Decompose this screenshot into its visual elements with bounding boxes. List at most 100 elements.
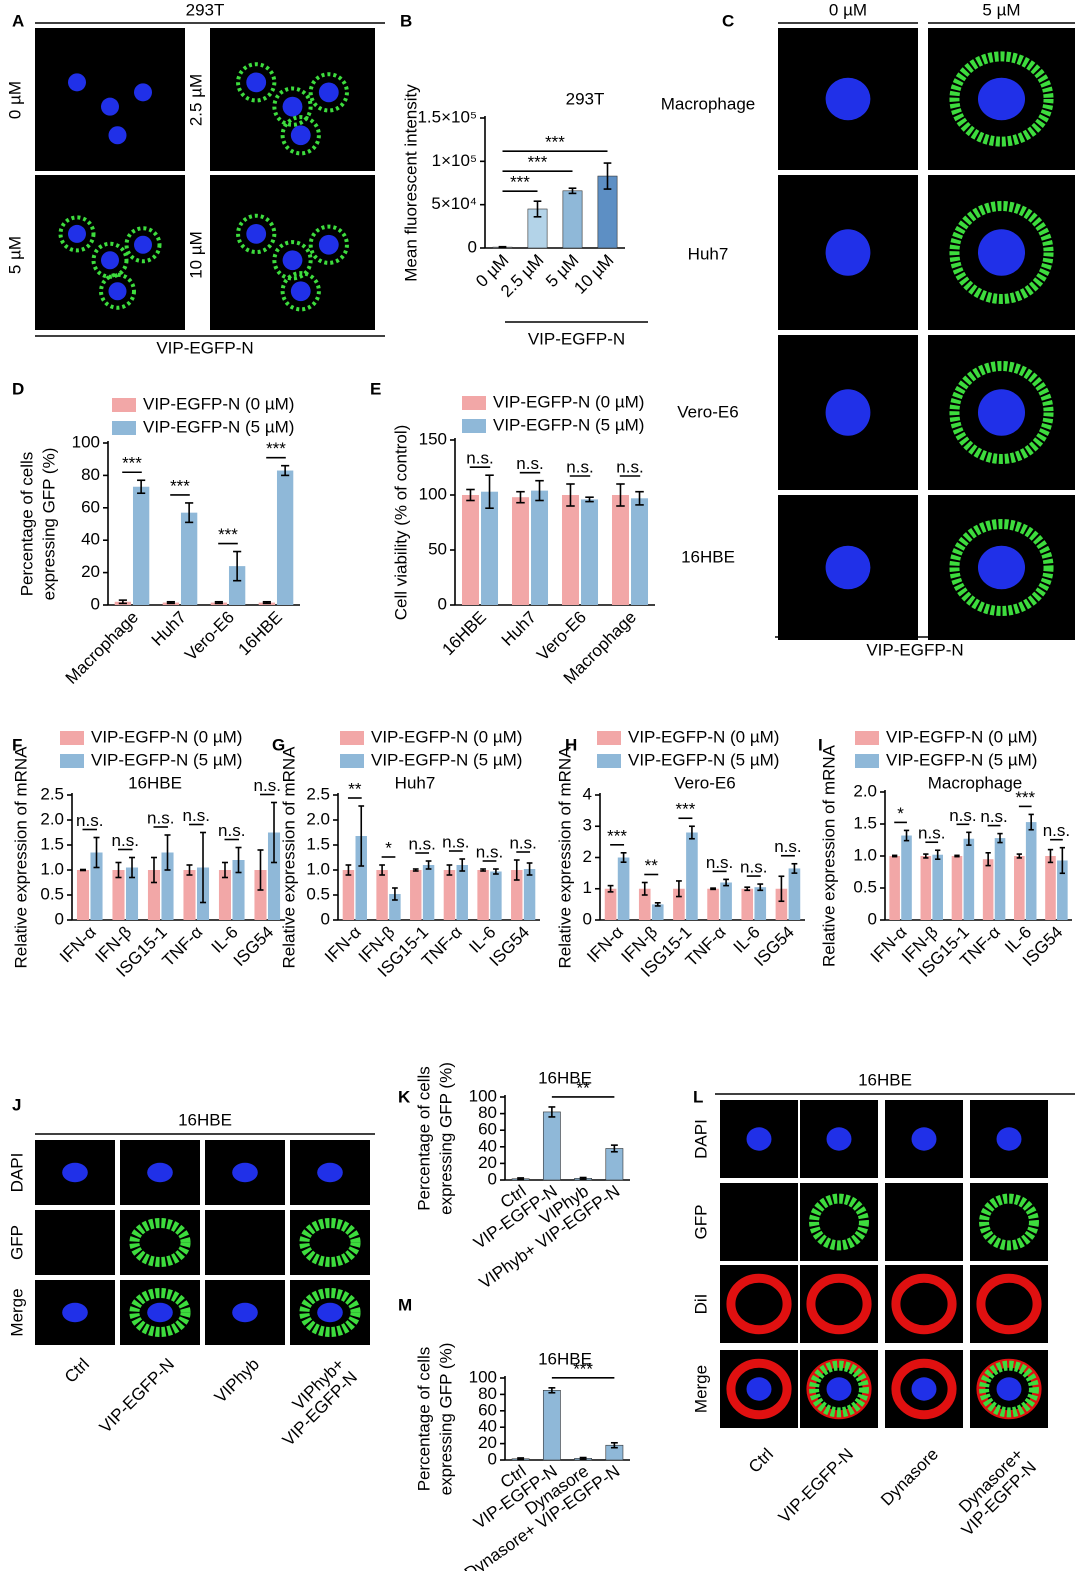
row-label: 16HBE xyxy=(681,547,735,566)
panel-letter: E xyxy=(370,379,381,398)
y-tick-label: 0.5 xyxy=(306,884,330,903)
y-tick-label: 0 xyxy=(868,909,877,928)
y-tick-label: 1.5×10⁵ xyxy=(417,107,477,126)
nucleus xyxy=(282,96,303,117)
nucleus xyxy=(826,1127,852,1151)
nucleus xyxy=(977,545,1026,590)
y-axis-label: Cell viability (% of control) xyxy=(391,425,410,621)
y-tick-label: 50 xyxy=(428,539,447,558)
panel-letter: I xyxy=(818,735,823,754)
y-tick-label: 0 xyxy=(438,594,447,613)
y-axis-label: Relative expression of mRNA xyxy=(279,746,298,969)
bar xyxy=(982,859,994,920)
significance-label: *** xyxy=(1015,788,1035,807)
bar xyxy=(617,857,630,920)
bar xyxy=(76,870,90,920)
panel-letter: K xyxy=(398,1087,411,1106)
panel-letter: J xyxy=(12,1095,21,1114)
nucleus xyxy=(147,1162,173,1183)
panel-letter: M xyxy=(398,1295,412,1314)
column-label: Ctrl xyxy=(61,1355,93,1387)
y-tick-label: 2.0 xyxy=(40,809,64,828)
y-tick-label: 60 xyxy=(478,1120,497,1139)
nucleus xyxy=(134,235,152,254)
gfp-stain xyxy=(91,241,129,279)
bar xyxy=(511,497,529,605)
y-tick-label: 1×10⁵ xyxy=(432,151,477,170)
significance-label: n.s. xyxy=(408,834,435,853)
nucleus xyxy=(290,125,311,146)
gfp-stain xyxy=(949,519,1054,616)
row-label: GFP xyxy=(7,1225,26,1260)
legend-swatch xyxy=(112,421,136,435)
panel-letter: L xyxy=(693,1087,703,1106)
y-tick-label: 1.5 xyxy=(306,834,330,853)
significance-label: *** xyxy=(528,153,548,172)
y-tick-label: 2.0 xyxy=(306,809,330,828)
chart-title: Macrophage xyxy=(928,773,1023,792)
y-tick-label: 100 xyxy=(469,1367,497,1386)
nucleus xyxy=(746,1377,772,1401)
y-axis-label: Relative expression of mRNA xyxy=(819,744,838,967)
legend-label: VIP-EGFP-N (5 µM) xyxy=(886,750,1037,769)
y-axis-label: Mean fluorescent intensity xyxy=(401,84,420,282)
significance-label: n.s. xyxy=(516,454,543,473)
significance-label: n.s. xyxy=(442,832,469,851)
panel-letter: H xyxy=(565,735,577,754)
gfp-stain xyxy=(979,1360,1039,1418)
y-axis-label: Percentage of cells xyxy=(17,452,36,597)
gfp-stain xyxy=(949,201,1054,304)
nucleus xyxy=(911,1127,937,1151)
legend-swatch xyxy=(60,731,84,745)
caption: VIP-EGFP-N xyxy=(866,640,963,659)
nucleus xyxy=(147,1302,173,1323)
significance-label: n.s. xyxy=(774,837,801,856)
y-axis-label: Percentage of cells xyxy=(414,1347,433,1492)
x-tick-label: 16HBE xyxy=(234,608,286,660)
legend-swatch xyxy=(60,754,84,768)
bar xyxy=(355,836,367,920)
bar xyxy=(754,887,767,920)
gfp-stain xyxy=(949,51,1054,147)
dil-stain xyxy=(726,1358,792,1420)
nucleus xyxy=(282,250,303,271)
micrograph xyxy=(205,1210,285,1275)
panel-title: 16HBE xyxy=(178,1110,232,1129)
cell-label: 10 µM xyxy=(186,231,205,279)
legend-label: VIP-EGFP-N (5 µM) xyxy=(628,750,779,769)
nucleus xyxy=(232,1162,258,1183)
row-label: Huh7 xyxy=(688,244,729,263)
nucleus xyxy=(825,77,871,121)
significance-label: n.s. xyxy=(509,833,536,852)
panel-title: 293T xyxy=(186,0,225,19)
gfp-stain xyxy=(979,1193,1039,1251)
gfp-stain xyxy=(308,72,349,113)
significance-label: n.s. xyxy=(466,449,493,468)
significance-label: n.s. xyxy=(218,821,245,840)
y-tick-label: 4 xyxy=(583,784,592,803)
column-label: Dynasore xyxy=(877,1445,942,1510)
chart-title: 16HBE xyxy=(128,773,182,792)
chart-title: 16HBE xyxy=(538,1349,592,1368)
bar xyxy=(342,870,355,920)
chart-title: 293T xyxy=(566,89,605,108)
significance-label: n.s. xyxy=(980,807,1007,826)
bar xyxy=(443,870,456,920)
y-tick-label: 1 xyxy=(583,878,592,897)
gfp-stain xyxy=(308,224,349,265)
significance-label: ** xyxy=(577,1078,591,1097)
legend-label: VIP-EGFP-N (0 µM) xyxy=(91,727,242,746)
bar xyxy=(638,888,651,920)
y-tick-label: 40 xyxy=(478,1417,497,1436)
y-tick-label: 0 xyxy=(321,909,330,928)
nucleus xyxy=(977,77,1026,121)
column-label: VIP-EGFP-N xyxy=(775,1445,857,1527)
gfp-stain xyxy=(280,271,321,312)
bar xyxy=(1025,822,1037,920)
nucleus xyxy=(68,73,86,92)
gfp-stain xyxy=(236,213,277,255)
y-tick-label: 40 xyxy=(478,1136,497,1155)
bar xyxy=(490,871,502,920)
y-tick-label: 0 xyxy=(468,237,477,256)
x-tick-label: Macrophage xyxy=(62,608,142,688)
